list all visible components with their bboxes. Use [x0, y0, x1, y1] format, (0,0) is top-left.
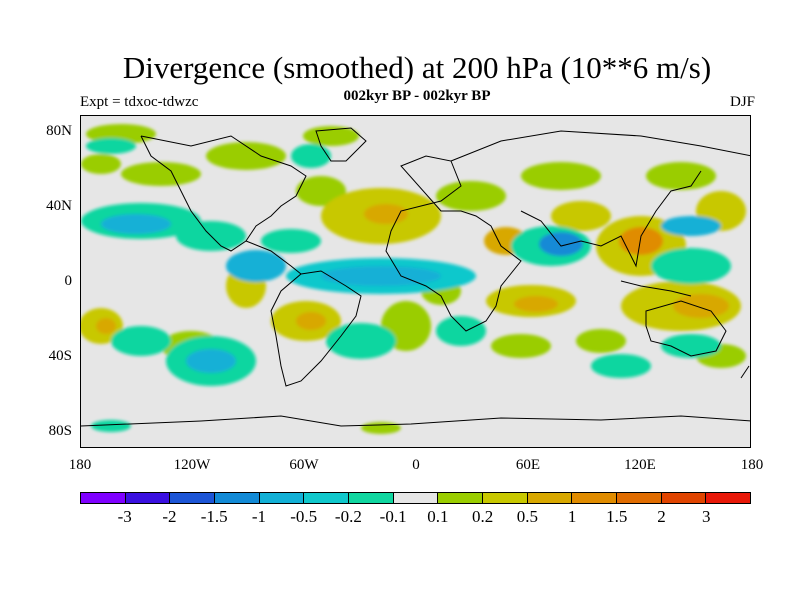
colorbar-box: [215, 493, 260, 503]
lon-label-60w: 60W: [289, 457, 319, 473]
colorbar: [80, 492, 751, 504]
map-plot-area: [81, 124, 750, 434]
chart-title: Divergence (smoothed) at 200 hPa (10**6 …: [122, 50, 712, 85]
colorbar-label: -1.5: [200, 507, 228, 526]
colorbar-box: [483, 493, 528, 503]
colorbar-label: -0.1: [379, 507, 407, 526]
colorbar-box: [393, 493, 439, 503]
season-label: DJF: [729, 94, 755, 110]
colorbar-label: -2: [162, 507, 177, 526]
colorbar-label: -1: [251, 507, 266, 526]
lon-label-120e: 120E: [624, 457, 656, 473]
colorbar-box: [661, 493, 707, 503]
colorbar-box: [527, 493, 573, 503]
colorbar-label: -3: [117, 507, 132, 526]
colorbar-box: [259, 493, 305, 503]
divergence-shading: [81, 124, 746, 434]
colorbar-box: [438, 493, 484, 503]
lon-label-180w: 180: [68, 457, 92, 473]
lat-label-80n: 80N: [46, 123, 72, 139]
experiment-label: Expt = tdxoc-tdwzc: [80, 94, 199, 110]
coastlines: [81, 127, 750, 427]
lon-label-0: 0: [412, 457, 420, 473]
colorbar-label: 1: [567, 507, 577, 526]
colorbar-label: 0.2: [471, 507, 494, 526]
colorbar-label: 2: [657, 507, 666, 526]
lon-label-60e: 60E: [515, 457, 541, 473]
lat-label-40n: 40N: [46, 198, 72, 214]
colorbar-box: [125, 493, 171, 503]
colorbar-box: [81, 493, 126, 503]
colorbar-box: [304, 493, 350, 503]
colorbar-box: [617, 493, 662, 503]
colorbar-label: 0.1: [427, 507, 449, 526]
colorbar-label: 3: [702, 507, 711, 526]
lon-label-180e: 180: [740, 457, 764, 473]
colorbar-box: [706, 493, 751, 503]
lat-label-80s: 80S: [48, 423, 72, 439]
colorbar-box: [572, 493, 618, 503]
colorbar-box: [170, 493, 216, 503]
colorbar-label: -0.2: [334, 507, 362, 526]
lon-label-120w: 120W: [173, 457, 211, 473]
lat-label-eq: 0: [64, 273, 73, 289]
colorbar-box: [349, 493, 394, 503]
chart-subtitle: 002kyr BP - 002kyr BP: [343, 88, 491, 104]
divergence-map: [80, 115, 751, 448]
lat-label-40s: 40S: [48, 348, 72, 364]
colorbar-label: 0.5: [516, 507, 538, 526]
colorbar-label: -0.5: [290, 507, 318, 526]
colorbar-label: 1.5: [606, 507, 628, 526]
